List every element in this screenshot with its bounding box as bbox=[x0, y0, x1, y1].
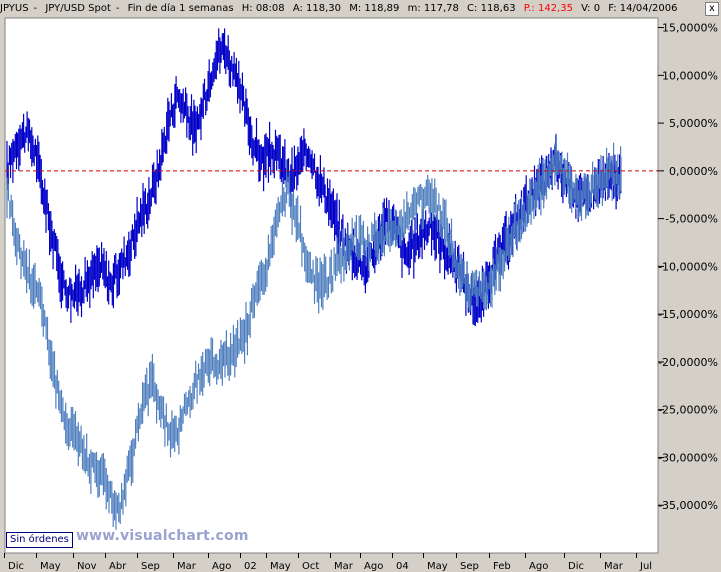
y-tick-label: -5,0000% bbox=[665, 213, 718, 226]
secondary-series bbox=[6, 133, 622, 530]
x-tick-label: May bbox=[40, 561, 61, 572]
header-high: A: 118,30 bbox=[292, 3, 342, 14]
x-tick-mark bbox=[600, 553, 601, 558]
x-tick-label: Nov bbox=[77, 561, 97, 572]
x-tick-label: Dic bbox=[568, 561, 584, 572]
y-tick-label: 0,0000% bbox=[669, 165, 718, 178]
y-tick-label: -15,0000% bbox=[658, 308, 718, 321]
x-tick-label: Sep bbox=[460, 561, 479, 572]
y-tick-label: 15,0000% bbox=[662, 22, 718, 35]
header-max: M: 118,89 bbox=[349, 3, 400, 14]
x-tick-label: Sep bbox=[141, 561, 160, 572]
y-tick-label: -30,0000% bbox=[658, 451, 718, 464]
header-date: F: 14/04/2006 bbox=[608, 3, 678, 14]
x-tick-label: Ago bbox=[212, 561, 232, 572]
x-tick-label: Abr bbox=[109, 561, 127, 572]
header-hour: H: 08:08 bbox=[241, 3, 285, 14]
x-tick-label: Ago bbox=[364, 561, 384, 572]
header-min: m: 117,78 bbox=[407, 3, 459, 14]
header-volume: V: 0 bbox=[581, 3, 601, 14]
orders-button[interactable]: Sin órdenes bbox=[6, 532, 73, 548]
x-tick-label: Mar bbox=[177, 561, 196, 572]
y-tick-label: 5,0000% bbox=[669, 117, 718, 130]
header-close: C: 118,63 bbox=[467, 3, 516, 14]
x-tick-mark bbox=[173, 553, 174, 558]
header-instrument: JPY/USD Spot bbox=[45, 3, 111, 14]
x-tick-mark bbox=[423, 553, 424, 558]
x-tick-label: Jul bbox=[640, 561, 653, 572]
x-tick-label: Mar bbox=[604, 561, 623, 572]
x-tick-mark bbox=[137, 553, 138, 558]
x-tick-label: 04 bbox=[396, 561, 409, 572]
header-price: P.: 142,35 bbox=[523, 3, 573, 14]
y-axis: 15,0000% 10,0000% 5,0000% 0,0000% -5,0000% -1… bbox=[658, 22, 718, 512]
x-tick-mark bbox=[240, 553, 241, 558]
watermark: www.visualchart.com bbox=[76, 528, 249, 544]
y-tick-label: -10,0000% bbox=[658, 260, 718, 273]
x-tick-mark bbox=[298, 553, 299, 558]
close-icon[interactable]: x bbox=[705, 2, 719, 16]
x-tick-mark bbox=[73, 553, 74, 558]
x-tick-label: Mar bbox=[334, 561, 353, 572]
x-tick-label: Oct bbox=[302, 561, 320, 572]
x-tick-mark bbox=[105, 553, 106, 558]
x-tick-label: 02 bbox=[244, 561, 257, 572]
x-tick-label: Ago bbox=[529, 561, 549, 572]
x-tick-mark bbox=[330, 553, 331, 558]
series-layer bbox=[6, 28, 622, 530]
x-tick-mark bbox=[208, 553, 209, 558]
header-period: Fin de día 1 semanas bbox=[127, 3, 234, 14]
header-symbol: JPYUS bbox=[0, 3, 29, 14]
x-tick-label: Dic bbox=[8, 561, 24, 572]
x-tick-mark bbox=[456, 553, 457, 558]
y-tick-label: 10,0000% bbox=[662, 69, 718, 82]
y-tick-label: -20,0000% bbox=[658, 356, 718, 369]
y-tick-label: -25,0000% bbox=[658, 404, 718, 417]
x-tick-mark bbox=[392, 553, 393, 558]
x-tick-mark bbox=[489, 553, 490, 558]
x-tick-mark bbox=[266, 553, 267, 558]
x-tick-mark bbox=[636, 553, 637, 558]
x-axis: Dic May Nov Abr Sep Mar Ago 02 May Oct Mar Ago 04 May… bbox=[0, 553, 721, 572]
x-tick-label: Feb bbox=[493, 561, 511, 572]
x-tick-mark bbox=[564, 553, 565, 558]
x-tick-mark bbox=[360, 553, 361, 558]
x-tick-mark bbox=[525, 553, 526, 558]
y-tick-label: -35,0000% bbox=[658, 499, 718, 512]
chart-header: JPYUS - JPY/USD Spot - Fin de día 1 semana… bbox=[0, 3, 678, 14]
x-tick-mark bbox=[4, 553, 5, 558]
x-tick-label: May bbox=[270, 561, 291, 572]
x-tick-label: May bbox=[427, 561, 448, 572]
x-tick-mark bbox=[36, 553, 37, 558]
